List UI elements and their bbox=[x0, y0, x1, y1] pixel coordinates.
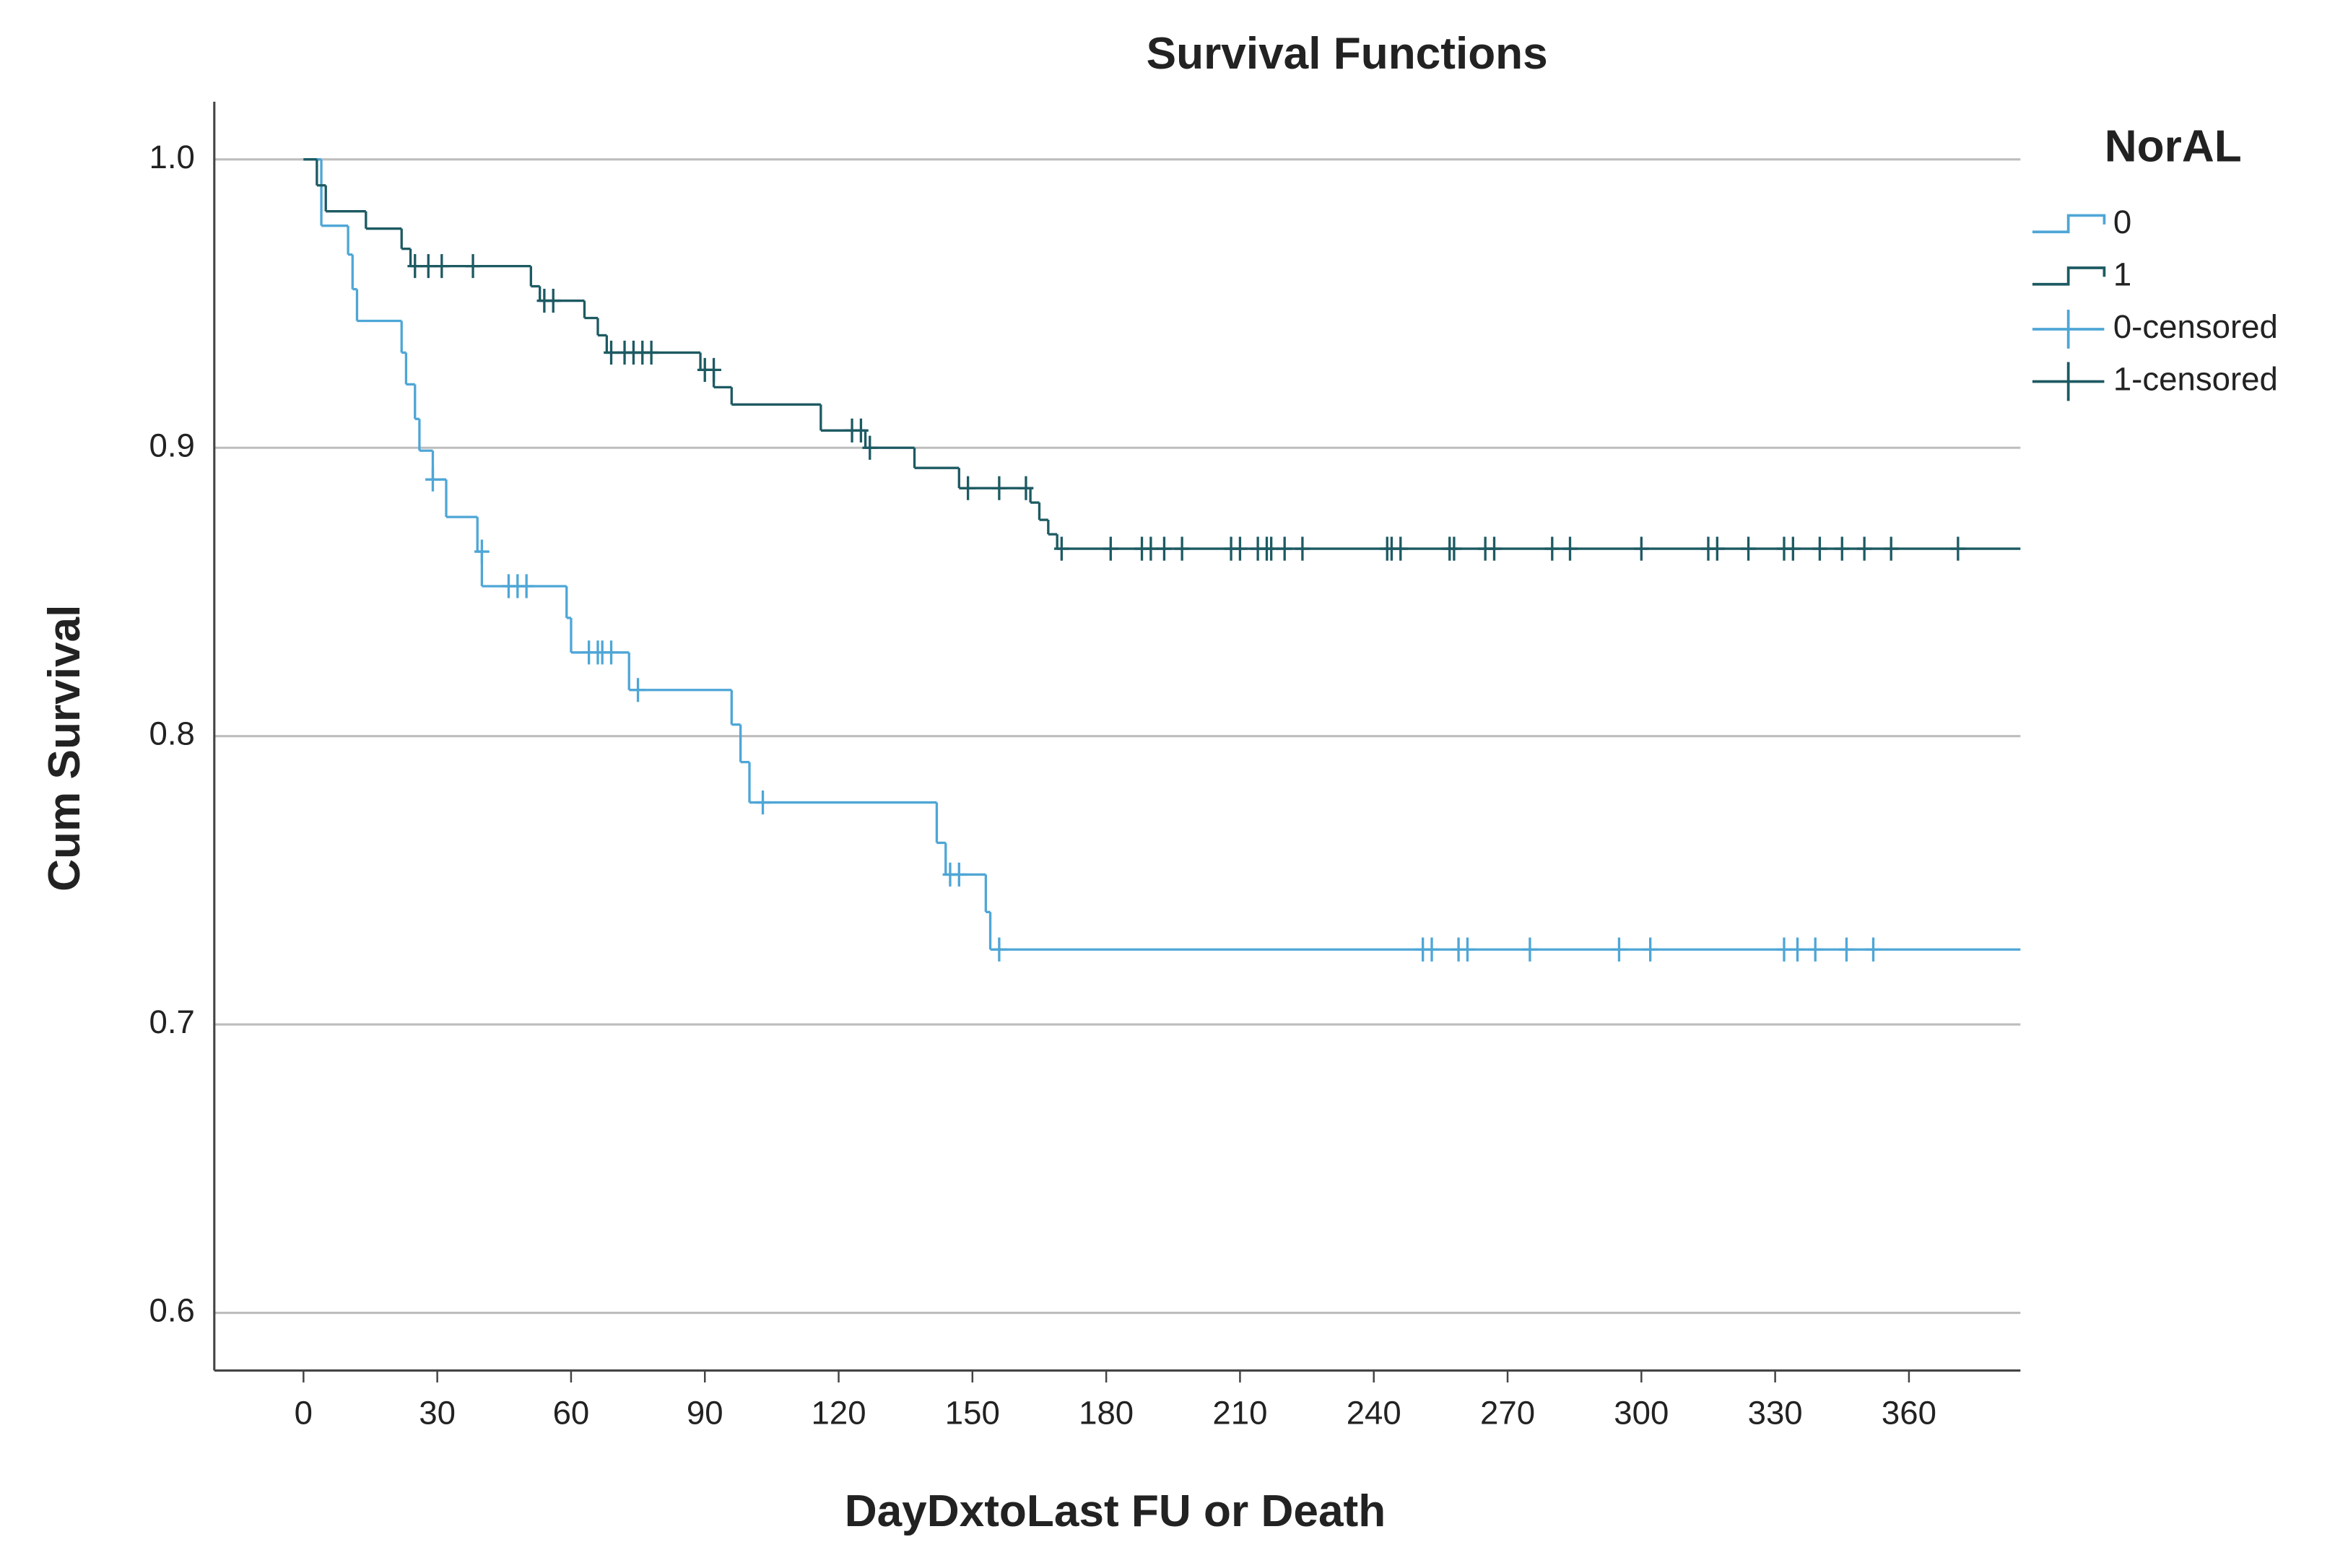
censor-mark bbox=[1643, 937, 1658, 962]
x-tick-label: 210 bbox=[1212, 1395, 1267, 1432]
censor-mark bbox=[853, 418, 869, 443]
legend-label: 1-censored bbox=[2113, 361, 2278, 398]
censor-mark bbox=[604, 640, 619, 665]
censor-mark bbox=[1812, 536, 1827, 561]
y-tick-label: 0.9 bbox=[149, 427, 194, 463]
censor-mark bbox=[1174, 536, 1190, 561]
chart-title: Survival Functions bbox=[1147, 29, 1548, 79]
x-tick-label: 120 bbox=[812, 1395, 866, 1432]
censor-mark bbox=[991, 937, 1007, 962]
censor-mark bbox=[951, 862, 967, 887]
x-tick-label: 330 bbox=[1748, 1395, 1803, 1432]
censor-mark bbox=[1054, 536, 1069, 561]
censor-mark bbox=[1562, 536, 1578, 561]
censor-mark bbox=[960, 476, 976, 500]
x-tick-label: 240 bbox=[1347, 1395, 1401, 1432]
censor-mark bbox=[1741, 536, 1756, 561]
censor-mark bbox=[420, 254, 436, 279]
x-tick-label: 60 bbox=[553, 1395, 590, 1432]
censor-mark bbox=[991, 476, 1007, 500]
legend-title: NorAL bbox=[2105, 122, 2242, 172]
x-axis-title: DayDxtoLast FU or Death bbox=[845, 1486, 1386, 1536]
censor-mark bbox=[518, 574, 534, 598]
censor-mark bbox=[434, 254, 450, 279]
censor-mark bbox=[1393, 536, 1409, 561]
censor-mark bbox=[545, 288, 561, 313]
x-tick-label: 180 bbox=[1079, 1395, 1134, 1432]
censor-mark bbox=[1866, 937, 1881, 962]
censor-mark bbox=[425, 467, 440, 492]
censor-mark bbox=[407, 254, 423, 279]
y-axis-title: Cum Survival bbox=[40, 605, 90, 892]
censor-mark bbox=[1883, 536, 1899, 561]
censor-mark bbox=[1785, 536, 1801, 561]
censor-mark bbox=[1264, 536, 1279, 561]
legend-label: 0 bbox=[2113, 204, 2131, 240]
censor-mark bbox=[1103, 536, 1118, 561]
censor-mark bbox=[1544, 536, 1560, 561]
censor-mark bbox=[1776, 937, 1792, 962]
y-tick-label: 0.6 bbox=[149, 1292, 194, 1329]
legend-icon bbox=[2032, 214, 2106, 234]
censor-mark bbox=[465, 254, 481, 279]
censor-mark bbox=[1277, 536, 1292, 561]
censor-mark bbox=[1460, 937, 1475, 962]
x-tick-label: 150 bbox=[945, 1395, 1000, 1432]
censor-mark bbox=[1018, 476, 1034, 500]
censor-mark bbox=[706, 357, 721, 382]
censor-mark bbox=[1807, 937, 1823, 962]
legend-icon bbox=[2032, 310, 2105, 349]
censor-mark bbox=[630, 678, 645, 702]
censor-mark bbox=[474, 539, 490, 564]
censor-mark bbox=[1839, 937, 1854, 962]
censor-mark bbox=[643, 340, 659, 365]
censor-mark bbox=[1950, 536, 1966, 561]
censor-mark bbox=[1487, 536, 1502, 561]
y-tick-label: 1.0 bbox=[149, 139, 194, 175]
censor-mark bbox=[1709, 536, 1725, 561]
censor-mark bbox=[1612, 937, 1627, 962]
y-tick-label: 0.8 bbox=[149, 715, 194, 752]
x-tick-label: 270 bbox=[1480, 1395, 1535, 1432]
censor-mark bbox=[1522, 937, 1538, 962]
censor-mark bbox=[1446, 536, 1462, 561]
censor-mark bbox=[862, 435, 878, 460]
y-tick-label: 0.7 bbox=[149, 1003, 194, 1040]
x-tick-label: 360 bbox=[1882, 1395, 1936, 1432]
legend-label: 0-censored bbox=[2113, 308, 2278, 345]
censor-mark bbox=[1295, 536, 1310, 561]
censor-mark bbox=[755, 790, 770, 815]
censor-mark bbox=[604, 340, 619, 365]
legend-icon bbox=[2032, 362, 2105, 401]
x-tick-label: 90 bbox=[687, 1395, 723, 1432]
legend-icon bbox=[2032, 266, 2106, 286]
x-tick-label: 30 bbox=[419, 1395, 456, 1432]
censor-mark bbox=[1424, 937, 1440, 962]
censor-mark bbox=[1633, 536, 1649, 561]
censor-mark bbox=[1834, 536, 1850, 561]
legend-label: 1 bbox=[2113, 256, 2131, 292]
x-tick-label: 300 bbox=[1614, 1395, 1669, 1432]
censor-mark bbox=[1790, 937, 1805, 962]
censor-mark bbox=[1143, 536, 1159, 561]
censor-mark bbox=[1856, 536, 1872, 561]
x-tick-label: 0 bbox=[295, 1395, 313, 1432]
censor-mark bbox=[1157, 536, 1172, 561]
censor-mark bbox=[1232, 536, 1248, 561]
